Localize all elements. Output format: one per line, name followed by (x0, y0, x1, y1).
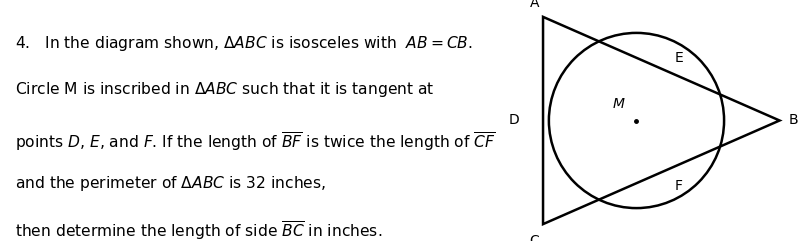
Text: points $D$, $E$, and $F$. If the length of $\overline{BF}$ is twice the length o: points $D$, $E$, and $F$. If the length … (15, 130, 496, 153)
Text: Circle M is inscribed in $\Delta ABC$ such that it is tangent at: Circle M is inscribed in $\Delta ABC$ su… (15, 80, 435, 99)
Text: A: A (530, 0, 539, 10)
Text: M: M (613, 97, 625, 111)
Text: and the perimeter of $\Delta ABC$ is 32 inches,: and the perimeter of $\Delta ABC$ is 32 … (15, 174, 326, 193)
Text: C: C (530, 234, 539, 241)
Text: E: E (674, 51, 683, 65)
Text: 4.   In the diagram shown, $\Delta ABC$ is isosceles with  $AB = CB$.: 4. In the diagram shown, $\Delta ABC$ is… (15, 34, 473, 53)
Text: D: D (509, 114, 520, 127)
Text: F: F (674, 179, 682, 193)
Text: then determine the length of side $\overline{BC}$ in inches.: then determine the length of side $\over… (15, 219, 382, 241)
Text: B: B (788, 114, 798, 127)
